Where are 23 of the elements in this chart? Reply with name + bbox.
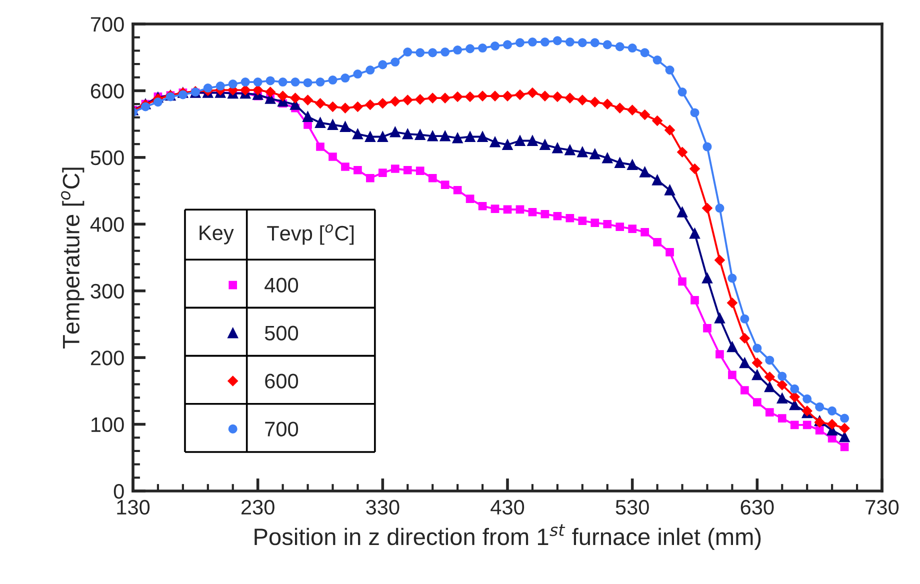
annotation: Key xyxy=(200,226,234,244)
x-tick-label: 230 xyxy=(242,500,274,515)
y-axis-title: Temperature [$^{o}$C] xyxy=(60,168,84,348)
x-tick-label: 430 xyxy=(490,500,524,515)
x-tick-label: 330 xyxy=(366,500,400,515)
y-tick-label: 200 xyxy=(90,350,124,366)
y-tick-label: 600 xyxy=(90,84,124,98)
y-tick-label: 0 xyxy=(114,484,124,499)
y-tick-label: 300 xyxy=(90,284,124,299)
legend-title: Tevp [$^{o}$C] xyxy=(267,224,354,245)
y-tick-label: 500 xyxy=(90,150,124,166)
y-tick-label: 100 xyxy=(92,417,124,432)
x-tick-label: 630 xyxy=(740,500,774,515)
legend-label: 700 xyxy=(265,422,298,436)
x-tick-label: 530 xyxy=(616,500,649,515)
x-tick-label: 130 xyxy=(117,500,150,515)
y-tick-label: 700 xyxy=(90,17,124,32)
y-tick-label: 400 xyxy=(90,217,124,232)
legend-label: 500 xyxy=(264,326,298,341)
x-axis-title: Position in z direction from 1$^{st}$ furnace inlet (mm) xyxy=(254,524,761,550)
legend-label: 400 xyxy=(264,278,298,293)
x-tick-label: 730 xyxy=(866,500,899,515)
legend-label: 600 xyxy=(265,374,298,388)
